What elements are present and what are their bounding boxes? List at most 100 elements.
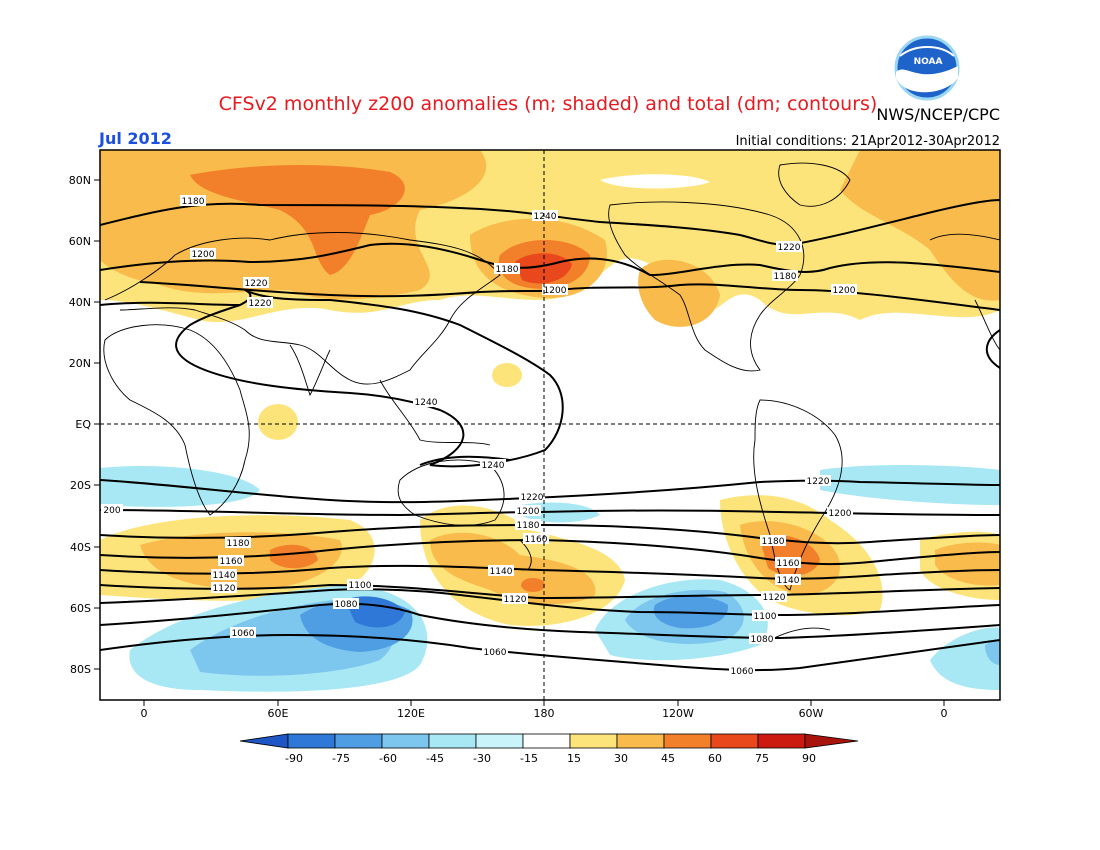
coastline-south-america [753, 399, 843, 591]
svg-text:1180: 1180 [227, 539, 250, 549]
colorbar-tick-label: -45 [426, 752, 444, 765]
colorbar-segment [663, 733, 712, 749]
coastline-east-europe [929, 233, 1000, 351]
colorbar-left-arrow [239, 733, 289, 749]
contour-label: 1180 [180, 195, 206, 207]
colorbar-tick-label: -30 [473, 752, 491, 765]
latitude-axis: 80N 60N 40N 20N EQ 20S 40S 60S 80S [69, 174, 100, 676]
svg-text:1200: 1200 [192, 250, 215, 260]
contour-label: 1220 [776, 241, 802, 253]
colorbar-segment [381, 733, 430, 749]
svg-text:1240: 1240 [534, 212, 557, 222]
lat-tick-label: 60S [70, 602, 91, 615]
colorbar-tick-label: -75 [332, 752, 350, 765]
lon-tick-label: 120W [662, 707, 694, 720]
svg-text:1240: 1240 [482, 461, 505, 471]
lon-tick-label: 60W [799, 707, 824, 720]
coastline-india [289, 344, 331, 397]
longitude-axis: 0 60E 120E 180 120W 60W 0 [141, 700, 948, 720]
colorbar-segment [475, 733, 524, 749]
contour-label: 1200 [831, 284, 857, 296]
colorbar-tick-label: 60 [708, 752, 722, 765]
positive-anomaly-20n-pacific [492, 363, 522, 387]
colorbar-tick-label: -60 [379, 752, 397, 765]
contour-label: 1060 [230, 627, 256, 639]
lat-tick-label: 20S [70, 479, 91, 492]
colorbar-segment [757, 733, 806, 749]
contour-label: 1240 [413, 396, 439, 408]
svg-text:1160: 1160 [220, 557, 243, 567]
figure-title: CFSv2 monthly z200 anomalies (m; shaded)… [219, 93, 878, 115]
map-frame [99, 149, 1001, 701]
svg-text:1180: 1180 [496, 265, 519, 275]
svg-text:1100: 1100 [754, 612, 777, 622]
svg-text:1220: 1220 [521, 493, 544, 503]
colorbar-segment [428, 733, 477, 749]
colorbar-segment [522, 733, 571, 749]
contour-label: 1080 [749, 633, 775, 645]
white-gap-arctic [600, 174, 710, 189]
contour-label: 1080 [333, 598, 359, 610]
svg-text:1160: 1160 [525, 535, 548, 545]
contour-1080-south [100, 602, 1000, 640]
svg-text:200: 200 [103, 506, 120, 516]
contour-1140-south [100, 564, 1000, 580]
lon-tick-label: 120E [397, 707, 425, 720]
colorbar-tick-label: 75 [755, 752, 769, 765]
positive-anomaly-45-asia [190, 164, 405, 275]
colorbar-tick-label: 90 [802, 752, 816, 765]
lat-tick-label: 80N [69, 174, 91, 187]
positive-anomaly-45-south-pacific [521, 578, 545, 592]
contour-1240-north [100, 289, 564, 468]
contour-label: 1060 [482, 646, 508, 658]
colorbar: -90 -75 -60 -45 -30 -15 15 30 45 60 75 9… [239, 733, 859, 765]
contour-1240-south-tropics [419, 455, 511, 466]
svg-text:1060: 1060 [484, 648, 507, 658]
colorbar-segment [569, 733, 618, 749]
coastline-new-zealand [519, 539, 532, 571]
contour-label: 1200 [515, 505, 541, 517]
contour-label: 1160 [218, 555, 244, 567]
contour-label: 1180 [772, 270, 798, 282]
contour-label: 1140 [211, 569, 237, 581]
contour-label: 1120 [211, 582, 237, 594]
contour-1200-north [100, 242, 1000, 277]
lat-tick-label: 60N [69, 235, 91, 248]
contour-label: 1180 [494, 263, 520, 275]
svg-text:1140: 1140 [490, 567, 513, 577]
contour-label: 1140 [488, 565, 514, 577]
svg-text:1080: 1080 [751, 635, 774, 645]
contour-1100-south [100, 588, 1000, 617]
colorbar-tick-label: 15 [567, 752, 581, 765]
coastline-greenland [778, 162, 851, 207]
colorbar-segment [287, 733, 336, 749]
svg-text:1140: 1140 [213, 571, 236, 581]
positive-anomaly-30-namerica [638, 259, 720, 327]
contour-label: 1220 [243, 277, 269, 289]
svg-text:1180: 1180 [774, 272, 797, 282]
svg-text:1220: 1220 [245, 279, 268, 289]
contour-label: 1200 [542, 284, 568, 296]
svg-text:1180: 1180 [517, 521, 540, 531]
contour-label: 1120 [502, 593, 528, 605]
contour-label: 1220 [805, 475, 831, 487]
lon-tick-label: 0 [941, 707, 948, 720]
positive-anomaly-30-north-east [840, 150, 1000, 301]
initial-conditions-label: Initial conditions: 21Apr2012-30Apr2012 [736, 134, 1000, 149]
contour-label: 200 [101, 504, 123, 516]
contour-label: 1140 [775, 574, 801, 586]
contour-label: 1240 [532, 210, 558, 222]
svg-text:1200: 1200 [517, 507, 540, 517]
svg-text:1200: 1200 [833, 286, 856, 296]
contour-label: 1240 [480, 459, 506, 471]
map-panel: 1180 1200 1220 1240 1180 1200 1220 1180 … [99, 149, 1001, 701]
contour-label: 1120 [761, 591, 787, 603]
contour-label: 1200 [827, 507, 853, 519]
lat-tick-label: 80S [70, 663, 91, 676]
colorbar-segment [710, 733, 759, 749]
contour-label: 1100 [752, 610, 778, 622]
contour-label: 1160 [775, 557, 801, 569]
lon-tick-label: 0 [141, 707, 148, 720]
svg-text:1100: 1100 [349, 581, 372, 591]
positive-anomaly-45-south-indian [270, 544, 318, 569]
